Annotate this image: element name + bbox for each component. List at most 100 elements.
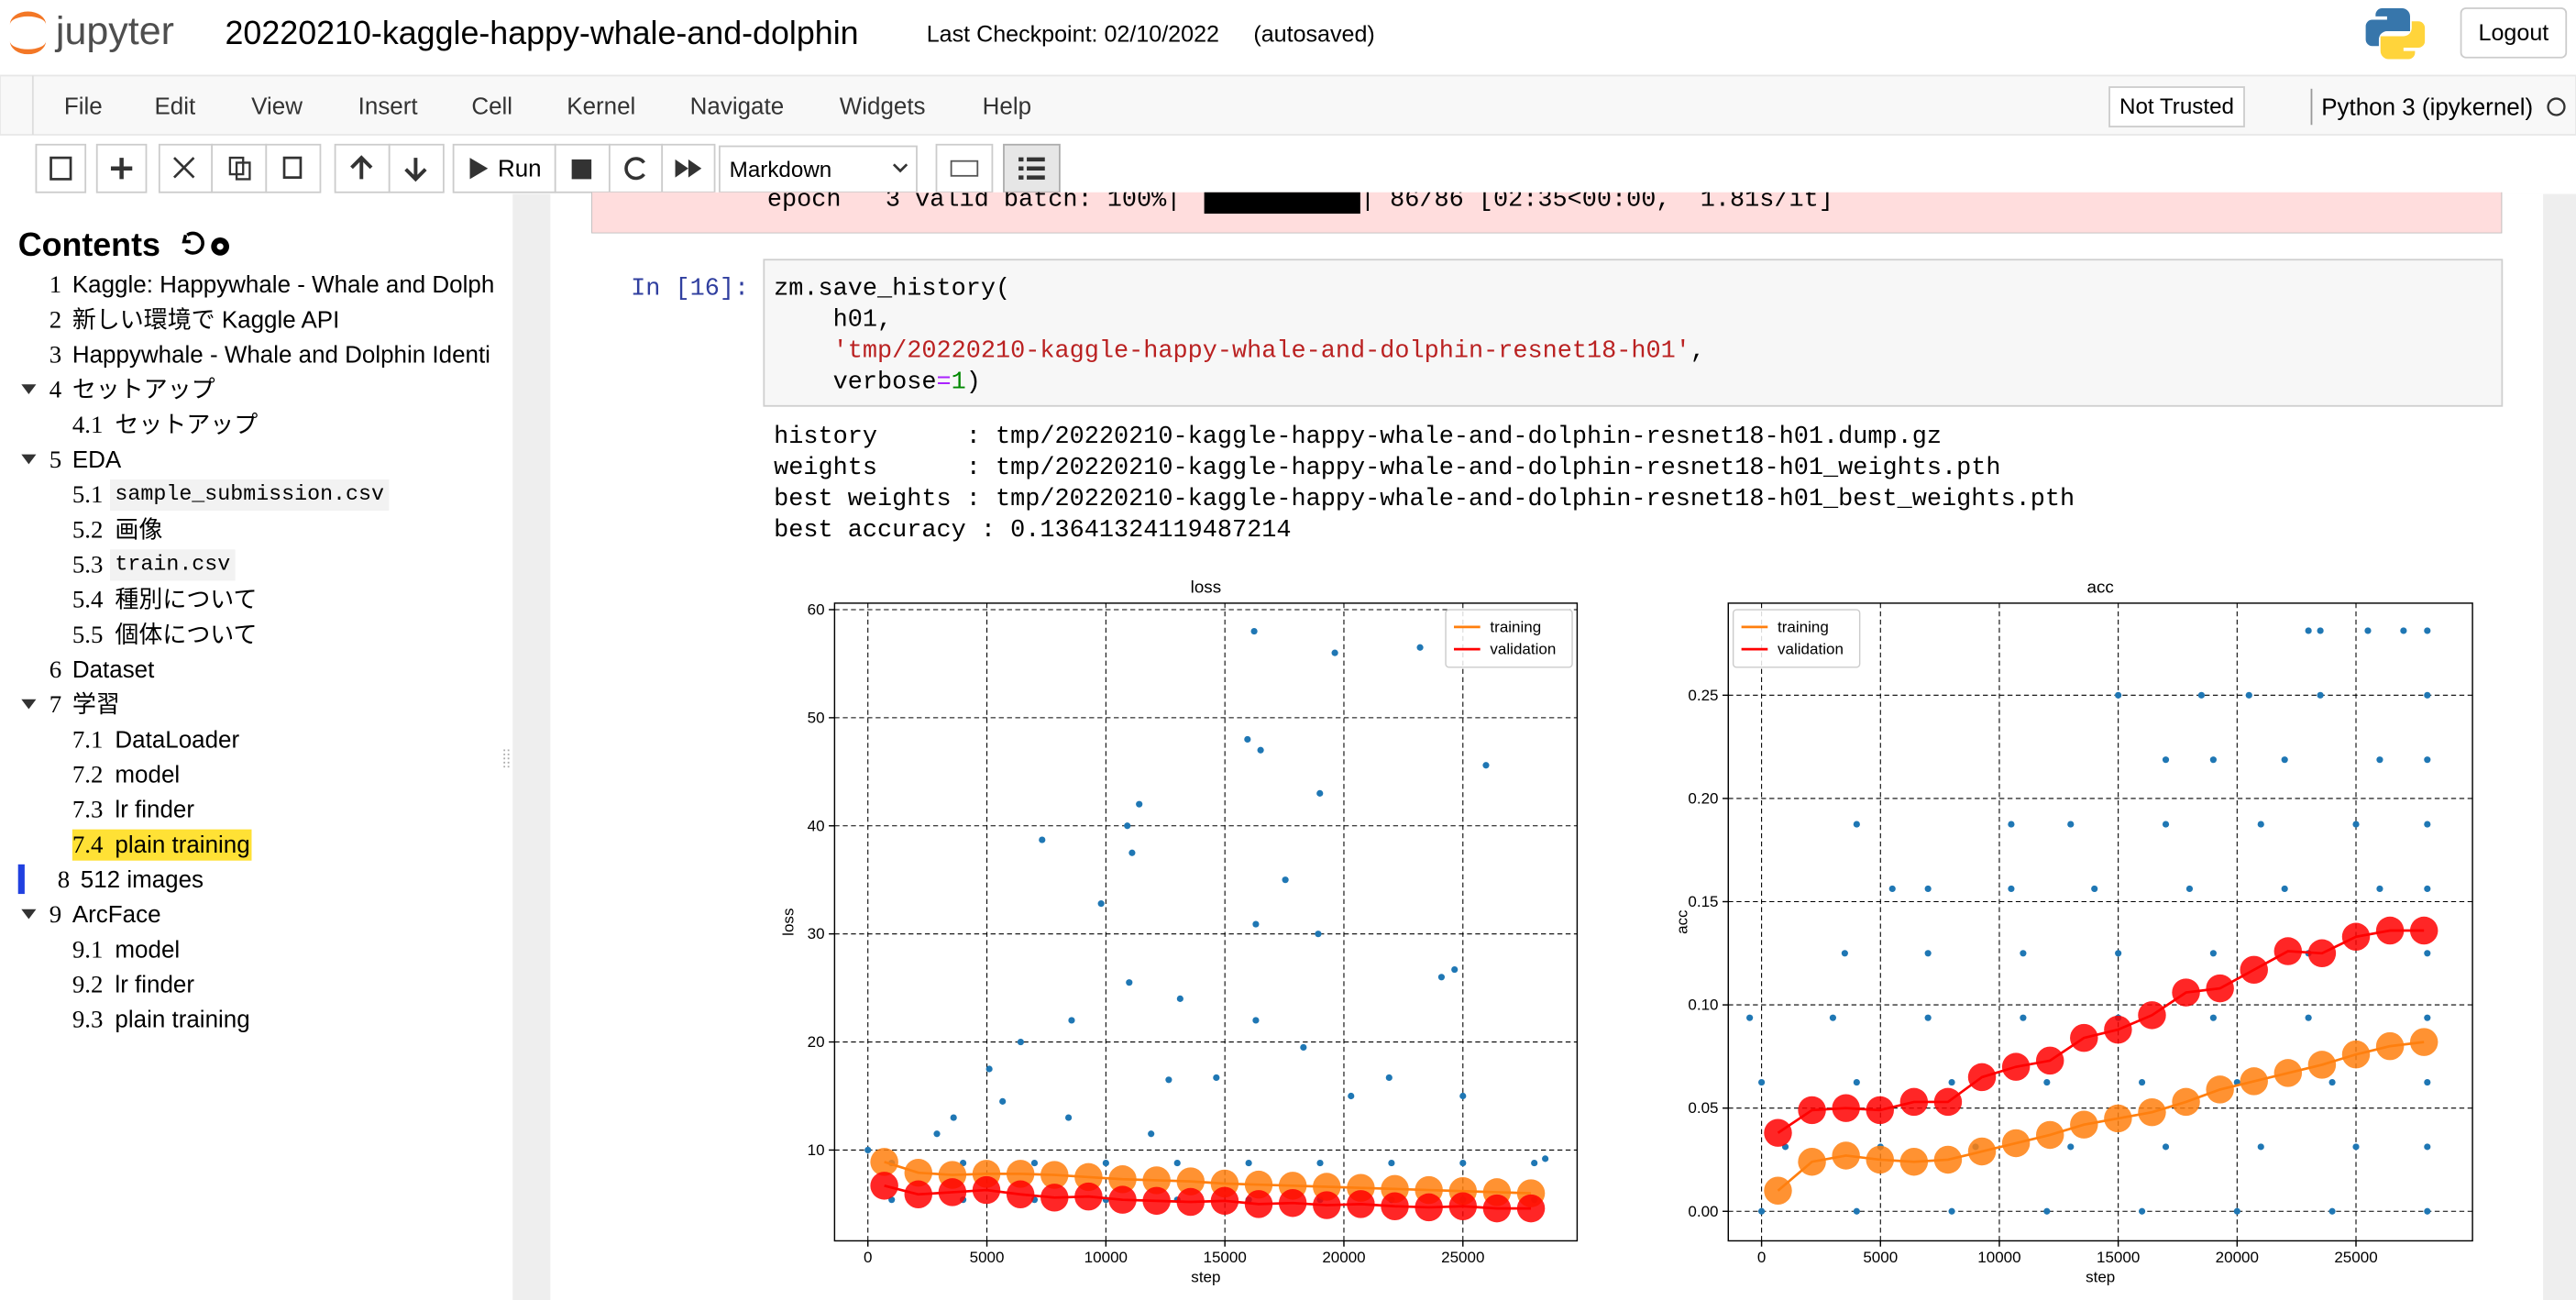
toc-number[interactable]: 2	[50, 305, 61, 333]
toc-item[interactable]: 7.2 model	[72, 760, 180, 788]
toc-item[interactable]: 6 Dataset	[50, 656, 155, 683]
trust-indicator[interactable]: Not Trusted	[2108, 86, 2245, 127]
menu-item[interactable]: Navigate	[690, 93, 784, 120]
toc-number[interactable]: 7.2	[72, 760, 104, 788]
toc-item[interactable]: 5.3 train.csv	[72, 549, 236, 581]
toc-label[interactable]: 学習	[72, 690, 120, 718]
toc-label[interactable]: 画像	[115, 515, 162, 543]
toc-label[interactable]: DataLoader	[115, 725, 239, 753]
menu-item[interactable]: Cell	[471, 93, 512, 120]
toc-item[interactable]: 7.4 plain training	[72, 829, 252, 861]
toc-item[interactable]: 8 512 images	[17, 864, 204, 895]
toc-label[interactable]: model	[115, 760, 180, 788]
toc-item[interactable]: 5 EDA	[21, 446, 122, 473]
toc-item[interactable]: 4 セットアップ	[21, 376, 215, 403]
toc-item[interactable]: 7 学習	[21, 690, 120, 718]
toc-item[interactable]: 5.2 画像	[72, 515, 163, 543]
trust-box[interactable]	[2108, 86, 2245, 127]
toc-item[interactable]: 9.1 model	[72, 935, 180, 963]
menu-item[interactable]: Edit	[154, 93, 196, 120]
toc-label[interactable]: train.csv	[115, 552, 230, 576]
cell-type-label[interactable]: Markdown	[730, 158, 832, 182]
logout-label[interactable]: Logout	[2479, 20, 2549, 46]
toc-item[interactable]: 7.1 DataLoader	[72, 725, 240, 753]
toc-number[interactable]: 3	[50, 340, 61, 368]
series-marker	[1244, 1190, 1273, 1218]
toc-number[interactable]: 6	[50, 656, 61, 683]
data-point	[950, 1114, 957, 1121]
toc-number[interactable]: 8	[58, 865, 70, 893]
toc-label[interactable]: セットアップ	[72, 376, 215, 403]
toc-item[interactable]: 5.4 種別について	[72, 586, 258, 613]
toc-item[interactable]: 9.2 lr finder	[72, 970, 195, 997]
run-all-button[interactable]	[661, 143, 716, 193]
restart-button[interactable]	[608, 143, 664, 193]
toc-number[interactable]: 7.1	[72, 725, 104, 753]
toc-number[interactable]: 9.3	[72, 1006, 104, 1033]
toc-label[interactable]: Happywhale - Whale and Dolphin Identi	[72, 340, 490, 368]
toc-number[interactable]: 7.3	[72, 796, 104, 823]
toc-item[interactable]: 4.1 セットアップ	[72, 411, 258, 438]
toc-label[interactable]: plain training	[115, 831, 249, 858]
toc-label[interactable]: lr finder	[115, 796, 194, 823]
toc-label[interactable]: model	[115, 935, 180, 963]
code-input[interactable]	[763, 259, 2504, 407]
toc-number[interactable]: 7	[50, 690, 61, 718]
menu-item[interactable]: Widgets	[840, 93, 926, 120]
toc-item[interactable]: 3 Happywhale - Whale and Dolphin Identi	[50, 340, 490, 368]
data-point	[1097, 900, 1105, 908]
paste-button[interactable]	[265, 143, 322, 193]
menu-item[interactable]: View	[251, 93, 303, 120]
toc-number[interactable]: 4	[50, 376, 62, 403]
logout-button[interactable]: Logout	[2460, 7, 2568, 59]
toc-item[interactable]: 5.5 個体について	[72, 621, 258, 648]
toc-label[interactable]: Dataset	[72, 656, 155, 683]
toc-label[interactable]: lr finder	[115, 970, 194, 997]
toc-label[interactable]: plain training	[115, 1006, 249, 1033]
menu-item[interactable]: File	[64, 93, 103, 120]
toc-number[interactable]: 1	[50, 270, 61, 298]
menu-item[interactable]: Insert	[358, 93, 419, 120]
keyboard-button[interactable]	[935, 143, 994, 193]
toc-number[interactable]: 9	[50, 900, 61, 928]
toc-number[interactable]: 5.5	[72, 621, 104, 648]
trust-label[interactable]: Not Trusted	[2119, 94, 2234, 119]
toc-number[interactable]: 5.1	[72, 480, 104, 508]
toc-label[interactable]: 個体について	[115, 621, 257, 648]
logout-box[interactable]	[2460, 7, 2568, 59]
toc-item[interactable]: 2 新しい環境で Kaggle API	[50, 305, 340, 333]
toc-number[interactable]: 9.1	[72, 935, 104, 963]
menu-item[interactable]: Help	[983, 93, 1031, 120]
toc-label[interactable]: EDA	[72, 446, 122, 473]
cell-type-select[interactable]	[719, 145, 918, 193]
data-point	[2281, 756, 2288, 764]
toc-item[interactable]: 5.1 sample_submission.csv	[72, 479, 390, 512]
save-button[interactable]	[35, 143, 87, 193]
toc-number[interactable]: 7.4	[72, 831, 104, 858]
toc-item[interactable]: 9 ArcFace	[21, 900, 161, 928]
toc-number[interactable]: 5.2	[72, 515, 104, 543]
toc-item[interactable]: 1 Kaggle: Happywhale - Whale and Dolph	[50, 270, 495, 298]
run-label[interactable]: Run	[498, 155, 542, 182]
notebook-title[interactable]: 20220210-kaggle-happy-whale-and-dolphin	[226, 15, 859, 51]
toc-label[interactable]: セットアップ	[115, 411, 258, 438]
toc-label[interactable]: 種別について	[115, 586, 257, 613]
toc-item[interactable]: 9.3 plain training	[72, 1006, 250, 1033]
copy-button[interactable]	[211, 143, 268, 193]
data-point	[1316, 789, 1324, 797]
toc-number[interactable]: 5.4	[72, 586, 104, 613]
toc-label[interactable]: 新しい環境で Kaggle API	[72, 305, 339, 333]
toc-label[interactable]: sample_submission.csv	[115, 482, 384, 506]
series-marker	[2035, 1046, 2064, 1075]
toc-item[interactable]: 7.3 lr finder	[72, 796, 195, 823]
toc-number[interactable]: 5	[50, 446, 61, 473]
toc-label[interactable]: ArcFace	[72, 900, 161, 928]
toc-label[interactable]: 512 images	[81, 865, 204, 893]
toc-label[interactable]: Kaggle: Happywhale - Whale and Dolph	[72, 270, 494, 298]
toc-number[interactable]: 9.2	[72, 970, 104, 997]
toc-refresh[interactable]	[182, 231, 204, 255]
toc-number[interactable]: 5.3	[72, 550, 104, 578]
sidebar-splitter[interactable]	[503, 749, 510, 769]
toc-number[interactable]: 4.1	[72, 411, 104, 438]
menu-item[interactable]: Kernel	[567, 93, 635, 120]
